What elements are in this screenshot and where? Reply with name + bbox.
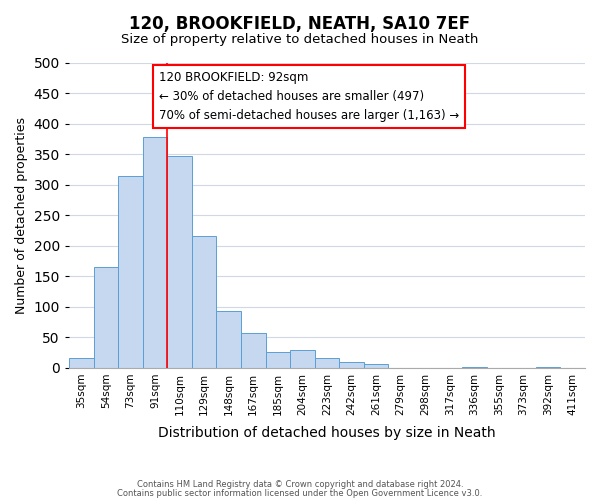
Bar bbox=[217, 310, 241, 368]
Text: Contains HM Land Registry data © Crown copyright and database right 2024.: Contains HM Land Registry data © Crown c… bbox=[137, 480, 463, 489]
Bar bbox=[241, 333, 266, 368]
Text: 120, BROOKFIELD, NEATH, SA10 7EF: 120, BROOKFIELD, NEATH, SA10 7EF bbox=[130, 15, 470, 33]
Text: 120 BROOKFIELD: 92sqm
← 30% of detached houses are smaller (497)
70% of semi-det: 120 BROOKFIELD: 92sqm ← 30% of detached … bbox=[159, 70, 460, 122]
Text: Contains public sector information licensed under the Open Government Licence v3: Contains public sector information licen… bbox=[118, 490, 482, 498]
Y-axis label: Number of detached properties: Number of detached properties bbox=[15, 117, 28, 314]
Bar bbox=[167, 156, 192, 368]
Bar bbox=[69, 358, 94, 368]
X-axis label: Distribution of detached houses by size in Neath: Distribution of detached houses by size … bbox=[158, 426, 496, 440]
Bar bbox=[192, 236, 217, 368]
Bar bbox=[118, 176, 143, 368]
Bar bbox=[339, 362, 364, 368]
Bar bbox=[364, 364, 388, 368]
Bar bbox=[314, 358, 339, 368]
Bar bbox=[94, 268, 118, 368]
Bar bbox=[266, 352, 290, 368]
Bar bbox=[143, 137, 167, 368]
Bar bbox=[536, 366, 560, 368]
Bar bbox=[290, 350, 314, 368]
Text: Size of property relative to detached houses in Neath: Size of property relative to detached ho… bbox=[121, 32, 479, 46]
Bar bbox=[462, 366, 487, 368]
